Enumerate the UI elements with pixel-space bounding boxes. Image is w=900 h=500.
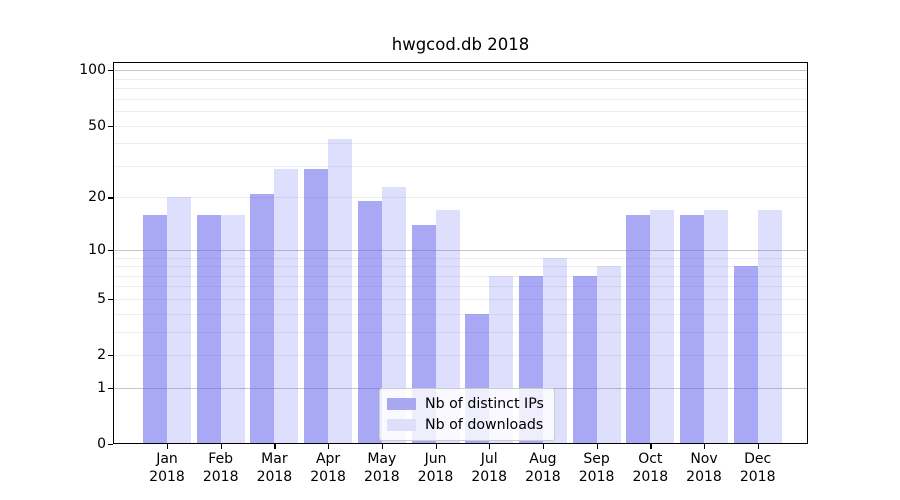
gridline [113,331,808,333]
x-tick-mark [274,444,276,449]
legend-item: Nb of downloads [387,417,544,433]
bar-nb-of-downloads [220,214,245,444]
x-tick-label: Apr 2018 [310,451,346,485]
bar-nb-of-downloads [650,209,675,444]
y-tick-mark [108,444,113,446]
x-tick-mark [704,444,706,449]
bar-nb-of-distinct-ips [304,168,329,444]
x-tick-label: Sep 2018 [578,451,615,485]
x-tick-label: Jun 2018 [417,451,454,485]
y-tick-label: 5 [97,290,106,307]
legend-swatch-distinct-ips [387,398,416,410]
legend: Nb of distinct IPs Nb of downloads [379,388,555,441]
gridline [113,275,808,277]
gridline [113,143,808,145]
y-tick-label: 20 [88,189,106,206]
bar-nb-of-distinct-ips [626,214,651,444]
x-tick-label: Aug 2018 [525,451,561,485]
x-tick-mark [650,444,652,449]
gridline [113,355,808,356]
x-tick-label: Mar 2018 [256,451,293,485]
x-tick-mark [220,444,222,449]
y-tick-mark [108,355,113,357]
bar-nb-of-downloads [757,209,782,444]
gridline [113,257,808,259]
y-tick-mark [108,298,113,301]
x-tick-mark [381,444,384,449]
y-tick-mark [108,70,113,72]
bar-nb-of-downloads [328,139,353,444]
x-tick-mark [167,444,169,449]
x-tick-label: Jul 2018 [471,451,507,485]
legend-label-downloads: Nb of downloads [425,417,544,433]
y-tick-mark [108,125,113,127]
legend-item: Nb of distinct IPs [387,396,544,412]
x-tick-mark [435,444,437,449]
x-tick-label: Oct 2018 [632,451,669,485]
x-tick-mark [596,444,598,449]
x-tick-label: Jan 2018 [149,451,185,485]
bar-nb-of-distinct-ips [250,193,275,444]
bar-nb-of-distinct-ips [733,266,758,444]
x-tick-label: Nov 2018 [686,451,722,485]
y-tick-mark [108,387,113,390]
x-tick-mark [328,444,330,449]
gridline [113,266,808,267]
gridline [113,70,808,72]
bar-nb-of-downloads [596,266,621,444]
gridline [113,286,808,288]
gridline [113,313,808,315]
gridline [113,197,808,199]
x-tick-mark [489,444,491,449]
x-tick-label: Dec 2018 [739,451,776,485]
gridline [113,249,808,251]
gridline [113,88,808,90]
y-tick-label: 100 [79,62,106,79]
x-tick-label: Feb 2018 [202,451,239,485]
gridline [113,165,808,167]
bar-nb-of-distinct-ips [196,214,221,444]
y-tick-label: 0 [97,436,106,452]
plot-area: Nb of distinct IPs Nb of downloads [113,62,808,444]
y-tick-label: 1 [97,379,106,396]
bar-nb-of-downloads [704,209,728,444]
x-tick-label: May 2018 [363,451,400,485]
y-tick-label: 50 [88,117,106,134]
bar-nb-of-downloads [167,197,191,444]
bar-nb-of-distinct-ips [680,214,704,444]
gridline [113,98,808,100]
chart-title: hwgcod.db 2018 [391,35,530,54]
bar-nb-of-distinct-ips [143,214,167,444]
y-tick-label: 2 [97,347,106,363]
x-tick-mark [542,444,545,449]
bar-nb-of-distinct-ips [357,201,382,444]
y-tick-mark [108,197,113,199]
y-tick-label: 10 [88,241,106,258]
bar-nb-of-distinct-ips [572,275,597,444]
legend-label-distinct-ips: Nb of distinct IPs [425,396,544,412]
gridline [113,78,808,80]
x-tick-mark [757,444,759,449]
gridline [113,298,808,300]
y-tick-mark [108,249,113,252]
legend-swatch-downloads [387,419,416,431]
gridline [113,111,808,112]
bar-nb-of-downloads [274,168,299,444]
gridline [113,125,808,127]
